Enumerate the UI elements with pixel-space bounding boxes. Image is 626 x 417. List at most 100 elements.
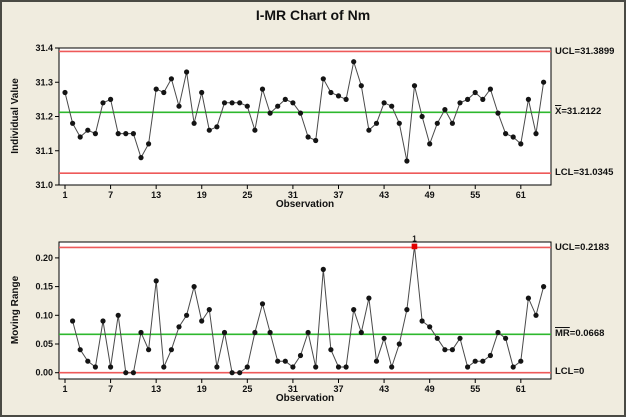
- data-point: [267, 329, 273, 336]
- out-of-control-point: [411, 243, 418, 250]
- data-point: [115, 131, 121, 137]
- data-point: [503, 335, 509, 341]
- data-point: [85, 358, 91, 364]
- data-point: [108, 364, 114, 370]
- data-point: [199, 89, 205, 96]
- data-point: [305, 134, 311, 140]
- data-point: [252, 127, 258, 133]
- data-point: [389, 103, 395, 109]
- data-point: [419, 318, 425, 324]
- x-tick-label: 13: [151, 384, 161, 394]
- data-point: [123, 370, 129, 376]
- data-point: [206, 127, 212, 133]
- data-point: [146, 347, 152, 353]
- data-point: [70, 120, 76, 126]
- data-point: [472, 358, 478, 364]
- data-point: [244, 103, 250, 109]
- data-point: [184, 312, 190, 318]
- plot-area: [58, 241, 552, 380]
- data-point: [153, 278, 159, 284]
- data-point: [411, 83, 418, 89]
- data-point: [244, 364, 250, 370]
- data-point: [381, 100, 387, 106]
- data-point: [480, 358, 486, 364]
- i-chart-lcl-label: LCL=31.0345: [555, 167, 614, 178]
- data-point: [335, 93, 342, 99]
- i-chart-x-axis-label: Observation: [275, 199, 335, 210]
- data-point: [275, 358, 281, 364]
- data-point: [487, 352, 493, 359]
- data-point: [290, 364, 296, 370]
- data-point: [123, 131, 129, 137]
- data-point: [404, 307, 410, 313]
- data-point: [161, 89, 167, 96]
- mr-chart-y-axis-label: Moving Range: [10, 275, 21, 345]
- data-point: [108, 96, 114, 102]
- data-point: [221, 329, 228, 336]
- data-point: [92, 131, 98, 137]
- data-point: [457, 100, 463, 106]
- individuals-plot: 31.0 31.1 31.2 31.3 31.4 1 7 13 19 25 31 37 43 49 55 61: [35, 43, 552, 200]
- data-point: [214, 124, 220, 130]
- data-point: [267, 110, 273, 116]
- data-point: [541, 284, 547, 290]
- data-point: [176, 103, 182, 109]
- data-point: [373, 120, 380, 126]
- x-tick-label: 49: [425, 190, 435, 200]
- data-point: [427, 141, 433, 147]
- data-point: [533, 312, 539, 318]
- chart-title: I-MR Chart of Nm: [255, 7, 371, 23]
- x-tick-label: 37: [333, 190, 343, 200]
- data-point: [130, 131, 136, 137]
- y-tick-label: 0.10: [35, 310, 53, 320]
- x-tick-label: 1: [62, 190, 67, 200]
- mr-chart-center-value: =0.0668: [569, 328, 605, 339]
- x-tick-label: 49: [425, 384, 435, 394]
- mr-chart-lcl-label: LCL=0: [555, 366, 585, 377]
- x-tick-label: 7: [108, 384, 113, 394]
- y-tick-label: 0.20: [35, 253, 53, 263]
- data-point: [229, 100, 235, 106]
- data-point: [138, 155, 144, 161]
- data-point: [404, 158, 410, 164]
- data-point: [525, 96, 532, 102]
- y-tick-label: 31.4: [35, 43, 53, 53]
- moving-range-plot: 1 0.00 0.05 0.10 0.15 0.20 1 7 13 19 25 31 37 43 49 55 6…: [35, 234, 552, 394]
- data-point: [297, 352, 304, 359]
- data-point: [518, 141, 524, 147]
- data-point: [153, 86, 159, 92]
- data-point: [237, 100, 243, 106]
- data-point: [115, 312, 121, 318]
- data-point: [358, 329, 364, 336]
- data-point: [282, 358, 288, 364]
- mr-chart-ucl-label: UCL=0.2183: [555, 242, 610, 253]
- data-point: [495, 329, 501, 336]
- x-tick-label: 43: [379, 384, 389, 394]
- data-point: [199, 318, 205, 324]
- data-point: [518, 358, 524, 364]
- data-point: [305, 329, 311, 336]
- data-point: [396, 120, 402, 126]
- data-point: [259, 301, 266, 307]
- data-point: [366, 295, 372, 301]
- data-point: [237, 370, 243, 376]
- xbar-symbol: X: [555, 106, 562, 117]
- data-point: [503, 131, 509, 137]
- data-point: [161, 364, 167, 370]
- data-point: [297, 110, 304, 116]
- out-of-control-flag: 1: [412, 234, 417, 243]
- data-point: [206, 307, 212, 313]
- mrbar-symbol: MR: [555, 328, 570, 339]
- data-point: [495, 110, 501, 116]
- data-point: [351, 59, 357, 65]
- x-tick-label: 61: [516, 384, 526, 394]
- x-tick-label: 7: [108, 190, 113, 200]
- i-chart-center-label: X=31.2122: [555, 106, 601, 117]
- data-point: [358, 83, 364, 89]
- data-point: [396, 341, 402, 347]
- data-point: [541, 79, 547, 85]
- data-point: [510, 134, 516, 140]
- y-tick-label: 0.05: [35, 339, 53, 349]
